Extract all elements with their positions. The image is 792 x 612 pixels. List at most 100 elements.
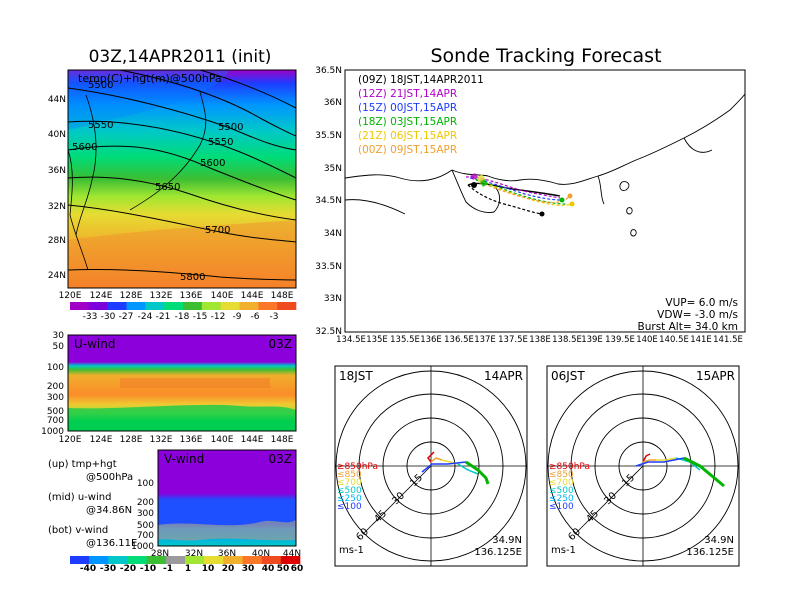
vwind-frame: [157, 449, 297, 547]
colorbar-tick: -12: [211, 312, 226, 322]
launch-legend-item: (21Z) 06JST,15APR: [358, 130, 457, 142]
height-contour-5550: [67, 120, 297, 179]
legend-notes: (up) tmp+hgt @500hPa (mid) u-wind @34.86…: [48, 459, 137, 549]
lon-tick: 148E: [271, 291, 294, 301]
track-map-coastline-shikoku: [344, 199, 406, 215]
wind-colorbar-swatch: [127, 556, 147, 564]
p-tick: 100: [137, 479, 154, 489]
lon-tick: 124E: [90, 291, 113, 301]
lat-tick: 28N: [151, 549, 169, 559]
legend-note-line: (up) tmp+hgt: [48, 459, 117, 470]
height-contour-5600: [67, 145, 297, 201]
p-tick: 200: [137, 498, 154, 508]
vwind-panel: V-wind 03Z 100 200 300 500 700 1000 28N …: [131, 449, 301, 559]
uwind-jet-core: [120, 378, 270, 388]
lat-tick: 34.5N: [315, 196, 342, 206]
launch-legend-item: (12Z) 21JST,14APR: [358, 88, 457, 100]
wind-colorbar-swatch: [242, 556, 262, 564]
right-title: Sonde Tracking Forecast: [430, 45, 661, 67]
lat-tick: 28N: [48, 236, 66, 246]
lon-tick: 132E: [150, 291, 173, 301]
wind-colorbar-swatch: [108, 556, 128, 564]
hodograph-level-legend: ≥850hPa ≤850 ≤700 ≤500 ≤250 ≤100: [337, 462, 378, 512]
track-lon-ticks: 134.5E 135E 135.5E 136E 136.5E 137E 137.…: [336, 335, 743, 345]
launch-legend-item: (15Z) 00JST,15APR: [358, 102, 457, 114]
temp-map-cold-patch: [68, 70, 230, 130]
lon-tick: 136.5E: [444, 335, 474, 345]
temp-colorbar: [70, 302, 297, 310]
colorbar-tick: 20: [222, 564, 235, 574]
colorbar-tick: -3: [270, 312, 279, 322]
hodograph-trace-250: [683, 456, 725, 488]
colorbar-tick: 30: [242, 564, 255, 574]
lon-tick: 144E: [241, 291, 264, 301]
lon-tick: 136E: [180, 291, 203, 301]
launch-legend: (09Z) 18JST,14APR2011 (12Z) 21JST,14APR …: [358, 74, 484, 156]
trajectory-end-09z: [539, 211, 545, 217]
hodograph-level-legend: ≥850hPa ≤850 ≤700 ≤500 ≤250 ≤100: [549, 462, 590, 512]
hodograph-units: ms-1: [339, 545, 364, 556]
colorbar-tick: 40: [262, 564, 275, 574]
p-tick: 700: [137, 531, 154, 541]
p-tick: 700: [47, 416, 64, 426]
track-map-coastline-izu: [597, 175, 605, 205]
uwind-title: U-wind: [74, 337, 115, 351]
legend-note-line: @136.11E: [86, 538, 137, 549]
temp-colorbar-swatch: [70, 302, 90, 310]
temp-colorbar-ticks: -33 -30 -27 -24 -21 -18 -15 -12 -9 -6 -3: [83, 312, 279, 322]
temp-colorbar-swatch: [239, 302, 259, 310]
p-tick: 300: [137, 509, 154, 519]
lat-tick: 33.5N: [315, 262, 342, 272]
lon-tick: 136E: [420, 335, 442, 345]
contour-label: 5600: [72, 142, 97, 153]
temp-map-lon-ticks: 120E 124E 128E 132E 136E 140E 144E 148E: [59, 291, 294, 301]
temp-colorbar-swatch: [88, 302, 108, 310]
p-tick: 1000: [41, 427, 64, 437]
burst-cluster: [470, 173, 478, 180]
lon-tick: 120E: [59, 291, 82, 301]
temp-colorbar-swatch: [145, 302, 165, 310]
hodograph-trace-100: [635, 457, 685, 467]
lon-tick: 137.5E: [498, 335, 528, 345]
colorbar-tick: -21: [156, 312, 171, 322]
lon-tick: 148E: [271, 435, 294, 445]
lon-tick: 140E: [636, 335, 658, 345]
temp-colorbar-swatch: [201, 302, 221, 310]
hodograph-left: 15 30 45 60 18JST 14APR ≥850hPa ≤850 ≤70…: [334, 365, 528, 567]
temp-colorbar-swatch: [277, 302, 297, 310]
contour-label: 5550: [88, 120, 113, 131]
lon-tick: 140E: [211, 435, 234, 445]
temp-map-coastline-korea: [75, 94, 97, 236]
lon-tick: 128E: [120, 435, 143, 445]
lat-tick: 40N: [48, 130, 66, 140]
p-tick: 50: [53, 342, 65, 352]
hodograph-units: ms-1: [551, 545, 576, 556]
contour-label: 5600: [200, 158, 225, 169]
level-legend-item: ≥850hPa: [337, 462, 378, 472]
trajectory-12z: [465, 176, 561, 199]
lat-tick: 44N: [283, 549, 301, 559]
temp-map-warm-patch: [68, 220, 296, 288]
level-legend-item: ≤850: [337, 470, 362, 480]
hodograph-diagonal: [575, 465, 644, 534]
wind-colorbar-swatch: [165, 556, 186, 564]
burst-cluster: [480, 179, 488, 187]
launch-legend-item: (00Z) 09JST,15APR: [358, 144, 457, 156]
lon-tick: 140.5E: [659, 335, 689, 345]
vwind-lat-ticks: 28N 32N 36N 40N 44N: [151, 549, 301, 559]
lon-tick: 135E: [366, 335, 388, 345]
temp-map-coastline-china: [67, 149, 89, 271]
colorbar-tick: -24: [138, 312, 153, 322]
wind-colorbar-ticks: -40 -30 -20 -10 -1 1 10 20 30 40 50 60: [80, 564, 303, 574]
trajectory-21z: [479, 181, 573, 206]
level-legend-item: ≤100: [337, 502, 362, 512]
height-contour-top: [199, 69, 297, 109]
trajectory-00z: [483, 183, 571, 204]
legend-note-line: @500hPa: [86, 472, 133, 483]
vwind-p-ticks: 100 200 300 500 700 1000: [131, 479, 154, 552]
lon-tick: 139E: [581, 335, 603, 345]
lat-tick: 35N: [324, 164, 342, 174]
hodograph-loc-lat: 34.9N: [492, 535, 522, 546]
p-tick: 30: [53, 331, 65, 341]
temp-colorbar-swatch: [126, 302, 146, 310]
